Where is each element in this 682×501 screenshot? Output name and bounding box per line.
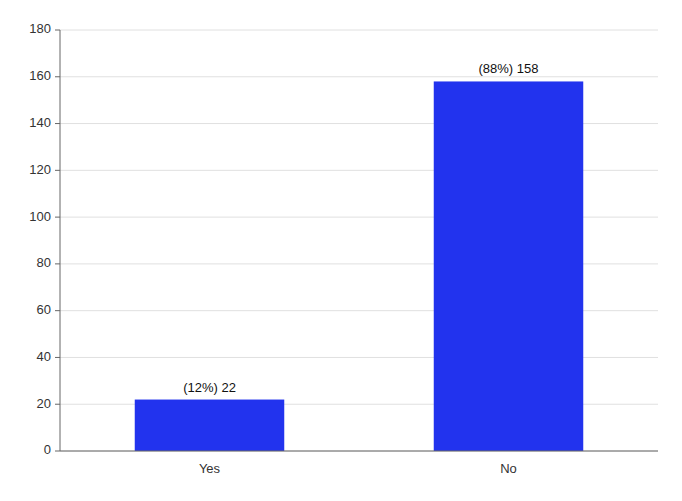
grid (60, 30, 658, 451)
y-axis-line (60, 30, 61, 451)
y-tick (55, 357, 60, 358)
y-tick (55, 310, 60, 311)
y-tick-label: 160 (29, 68, 51, 83)
page: {"chart_data": {"type": "bar", "categori… (0, 0, 682, 501)
x-axis-line (60, 451, 658, 452)
grid-line (60, 76, 658, 77)
y-tick (55, 30, 60, 31)
x-tick-label: Yes (199, 461, 221, 476)
data-label: (12%) 22 (183, 380, 236, 395)
data-labels: (12%) 22 (88%) 158 (183, 61, 538, 394)
y-tick-label: 100 (29, 209, 51, 224)
y-tick-label: 0 (44, 442, 51, 457)
y-axis: 0 20 40 60 80 100 120 140 160 180 (29, 21, 60, 457)
y-tick (55, 404, 60, 405)
x-axis: Yes No (199, 461, 517, 476)
plot-area (60, 30, 658, 451)
bars (135, 81, 584, 451)
y-tick (55, 76, 60, 77)
grid-line (60, 30, 658, 31)
bar (434, 81, 584, 451)
y-tick (55, 263, 60, 264)
x-tick-label: No (500, 461, 517, 476)
y-tick (55, 123, 60, 124)
data-label: (88%) 158 (479, 61, 539, 76)
y-tick (55, 451, 60, 452)
y-tick-label: 180 (29, 21, 51, 36)
y-tick-label: 120 (29, 162, 51, 177)
y-tick-label: 80 (37, 255, 51, 270)
y-tick-label: 40 (37, 349, 51, 364)
grid-line (60, 451, 658, 452)
y-tick (55, 217, 60, 218)
y-tick-label: 60 (37, 302, 51, 317)
y-tick-label: 20 (37, 396, 51, 411)
bar (135, 400, 285, 451)
chart-svg: 0 20 40 60 80 100 120 140 160 180 Yes No (12%) 22 (88… (0, 0, 682, 501)
y-tick-label: 140 (29, 115, 51, 130)
y-tick (55, 170, 60, 171)
chart-container: 0 20 40 60 80 100 120 140 160 180 Yes No (12%) 22 (88… (0, 0, 682, 501)
